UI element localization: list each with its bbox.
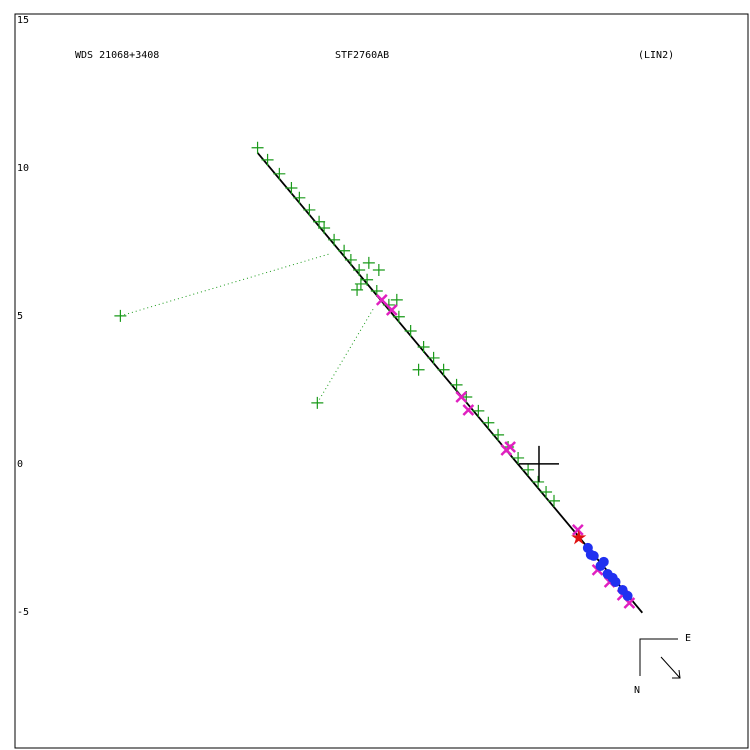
plus-marker bbox=[404, 324, 417, 337]
y-tick-label: 10 bbox=[17, 163, 29, 174]
x-marker bbox=[385, 304, 398, 316]
y-tick-label: -5 bbox=[17, 607, 29, 618]
y-tick-label: 0 bbox=[17, 459, 23, 470]
plus-marker bbox=[293, 191, 306, 204]
x-marker bbox=[375, 294, 388, 306]
plus-marker bbox=[338, 244, 351, 257]
plus-marker bbox=[427, 351, 440, 364]
plus-marker bbox=[482, 416, 495, 429]
origin-cross bbox=[518, 445, 559, 482]
plot-frame bbox=[14, 13, 749, 749]
plus-marker bbox=[522, 463, 535, 476]
plus-marker bbox=[532, 475, 545, 488]
plus-marker bbox=[382, 298, 395, 311]
plus-marker bbox=[261, 153, 274, 166]
circle-marker bbox=[622, 590, 633, 601]
y-tick-label: 15 bbox=[17, 15, 29, 26]
plus-marker bbox=[472, 404, 485, 417]
annotation: E bbox=[685, 633, 691, 644]
plus-marker bbox=[361, 273, 374, 286]
plus-marker bbox=[512, 451, 525, 464]
circle-marker bbox=[598, 556, 609, 567]
plus-marker bbox=[450, 378, 463, 391]
annotation: N bbox=[634, 685, 640, 696]
plus-marker bbox=[328, 233, 341, 246]
circle-marker bbox=[607, 572, 618, 583]
plus-marker bbox=[354, 277, 367, 290]
compass-arrowhead bbox=[672, 669, 681, 679]
plus-marker bbox=[362, 256, 375, 269]
plus-marker bbox=[372, 264, 385, 277]
star-marker bbox=[571, 529, 587, 545]
annotation: STF2760AB bbox=[335, 50, 389, 61]
plus-marker bbox=[114, 309, 127, 322]
plus-marker bbox=[285, 182, 298, 195]
x-marker bbox=[455, 391, 468, 403]
plus-marker bbox=[437, 363, 450, 376]
y-tick-label: 5 bbox=[17, 311, 23, 322]
plus-marker bbox=[392, 310, 405, 323]
annotation: WDS 21068+3408 bbox=[75, 50, 159, 61]
plus-marker bbox=[412, 363, 425, 376]
trend-line bbox=[120, 253, 330, 317]
plus-marker bbox=[540, 485, 553, 498]
trend-line bbox=[316, 307, 375, 404]
plus-marker bbox=[313, 215, 326, 228]
plus-marker bbox=[303, 203, 316, 216]
plus-marker bbox=[311, 396, 324, 409]
plus-marker bbox=[417, 340, 430, 353]
plus-marker bbox=[344, 253, 357, 266]
plus-marker bbox=[273, 167, 286, 180]
compass-arrow bbox=[660, 656, 681, 679]
plus-marker bbox=[492, 428, 505, 441]
x-marker bbox=[462, 404, 475, 416]
plus-marker bbox=[318, 221, 331, 234]
compass bbox=[639, 638, 681, 679]
plus-marker bbox=[548, 494, 561, 507]
plus-marker bbox=[251, 141, 264, 154]
x-marker bbox=[504, 441, 517, 453]
plus-marker bbox=[353, 264, 366, 277]
annotation: (LIN2) bbox=[638, 50, 674, 61]
circle-marker bbox=[585, 549, 596, 560]
x-marker bbox=[571, 523, 584, 536]
compass-axes bbox=[639, 638, 678, 676]
plus-marker bbox=[390, 293, 403, 306]
